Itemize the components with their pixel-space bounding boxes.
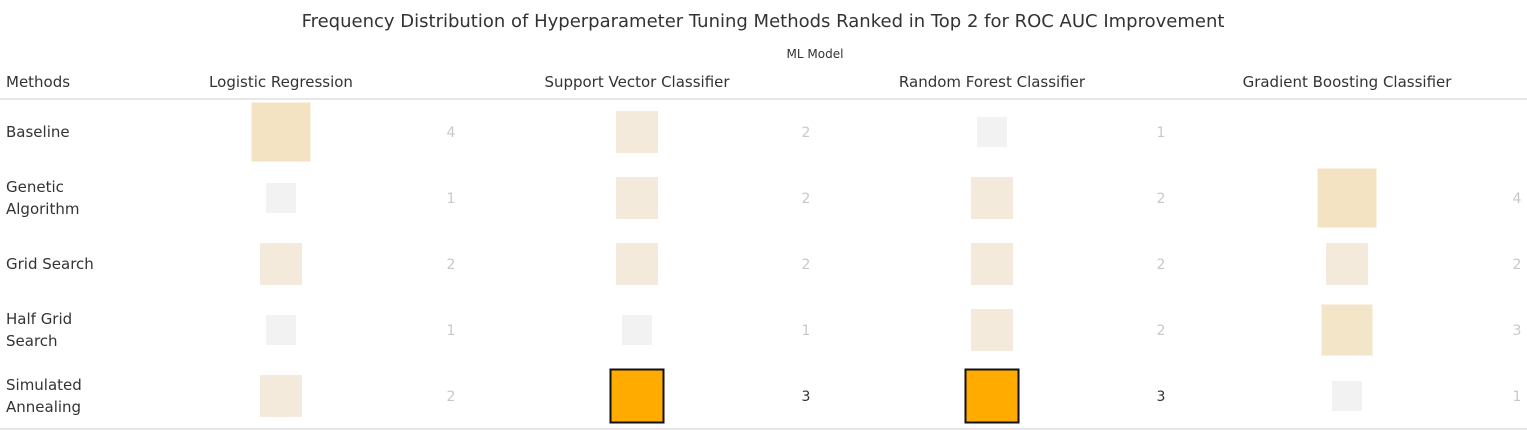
row-label-line: Search	[6, 332, 58, 350]
row-labels: Baseline Genetic Algorithm Grid Search Half …	[6, 123, 94, 416]
heatmap-cell-square	[964, 368, 1020, 424]
row-label-line: Simulated	[6, 376, 82, 394]
heatmap-cell-value: 1	[802, 323, 811, 339]
row-header-methods: Methods	[6, 73, 70, 91]
heatmap-cell-value: 1	[1513, 389, 1522, 405]
row-label-line: Genetic	[6, 178, 64, 196]
heatmap-cell-square	[1326, 243, 1368, 285]
heatmap-cell-square	[616, 243, 658, 285]
heatmap-cell-value: 2	[802, 257, 811, 273]
row-label-line: Half Grid	[6, 310, 72, 328]
row-label-line: Grid Search	[6, 255, 94, 273]
heatmap-cell-value: 4	[1513, 191, 1522, 207]
heatmap-cell-square	[971, 243, 1013, 285]
heatmap-cell-square	[971, 309, 1013, 351]
heatmap-cell-square	[971, 177, 1013, 219]
heatmap-cell-value: 3	[1157, 389, 1166, 405]
column-header-support-vector-classifier: Support Vector Classifier	[544, 73, 730, 91]
heatmap-cell-square	[977, 117, 1007, 147]
row-label-line: Annealing	[6, 398, 81, 416]
heatmap-cell-value: 2	[802, 125, 811, 141]
row-label-baseline: Baseline	[6, 123, 70, 141]
column-header-logistic-regression: Logistic Regression	[209, 73, 353, 91]
heatmap-cell-value: 2	[1513, 257, 1522, 273]
heatmap-cell-square	[1321, 304, 1373, 356]
heatmap-cell-square	[260, 375, 302, 417]
heatmap-cell-value: 2	[802, 191, 811, 207]
heatmap-cell-value: 2	[447, 257, 456, 273]
row-label-simulated-annealing: Simulated Annealing	[6, 376, 82, 416]
heatmap-cell-square	[1332, 381, 1362, 411]
column-headers: Logistic Regression Support Vector Classi…	[209, 73, 1452, 91]
column-header-gradient-boosting-classifier: Gradient Boosting Classifier	[1243, 73, 1453, 91]
heatmap-cell-value: 2	[1157, 323, 1166, 339]
row-label-line: Algorithm	[6, 200, 79, 218]
heatmap-cell-value: 4	[447, 125, 456, 141]
heatmap-cell-value: 3	[802, 389, 811, 405]
heatmap-cell-square	[266, 183, 296, 213]
heatmap-cell-square	[266, 315, 296, 345]
heatmap-cell-square	[251, 102, 311, 162]
row-label-line: Baseline	[6, 123, 70, 141]
chart-title: Frequency Distribution of Hyperparameter…	[302, 11, 1225, 32]
heatmap-cells: 4 2 1 1 2 2 4 2 2 2 2 1 1 2 3 2 3 3 1	[251, 102, 1522, 424]
heatmap-cell-square	[622, 315, 652, 345]
heatmap-cell-square	[260, 243, 302, 285]
heatmap-cell-square	[616, 177, 658, 219]
heatmap-cell-value: 1	[447, 323, 456, 339]
row-label-grid-search: Grid Search	[6, 255, 94, 273]
column-group-label: ML Model	[787, 47, 844, 61]
heatmap-cell-value: 3	[1513, 323, 1522, 339]
heatmap-cell-value: 1	[447, 191, 456, 207]
heatmap-cell-square	[1317, 168, 1377, 228]
row-label-half-grid-search: Half Grid Search	[6, 310, 72, 350]
heatmap-cell-value: 2	[447, 389, 456, 405]
heatmap-cell-value: 1	[1157, 125, 1166, 141]
heatmap-cell-square	[616, 111, 658, 153]
row-label-genetic-algorithm: Genetic Algorithm	[6, 178, 79, 218]
heatmap-cell-value: 2	[1157, 257, 1166, 273]
heatmap-cell-square	[609, 368, 665, 424]
heatmap-cell-value: 2	[1157, 191, 1166, 207]
column-header-random-forest-classifier: Random Forest Classifier	[899, 73, 1086, 91]
